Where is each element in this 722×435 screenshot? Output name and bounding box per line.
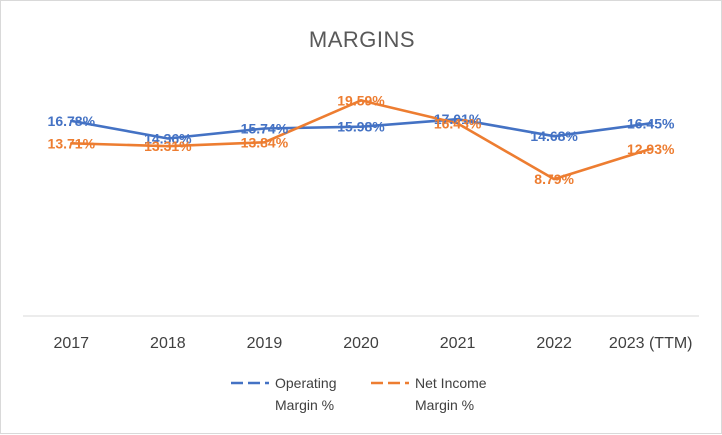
chart-title: MARGINS [309,27,415,52]
data-label: 12.93% [627,141,675,157]
legend: Operating Margin % Net Income Margin % [231,375,487,413]
legend-label: Margin % [415,397,474,413]
data-label: 13.71% [48,135,96,151]
x-axis-ticks: 2017 2018 2019 2020 2021 2022 2023 (TTM) [53,335,692,352]
x-tick-label: 2021 [440,335,476,352]
legend-label: Margin % [275,397,334,413]
x-tick-label: 2020 [343,335,379,352]
legend-label: Operating [275,375,336,391]
data-labels: 16.78%14.36%15.74%15.98%17.01%14.68%16.4… [48,92,675,187]
x-tick-label: 2018 [150,335,186,352]
data-label: 13.31% [144,138,192,154]
legend-label: Net Income [415,375,487,391]
data-label: 8.79% [534,171,574,187]
x-tick-label: 2023 (TTM) [609,335,693,352]
x-tick-label: 2022 [536,335,572,352]
data-label: 16.78% [48,113,96,129]
x-tick-label: 2019 [247,335,283,352]
data-label: 16.43% [434,115,482,131]
data-label: 14.68% [530,128,578,144]
data-label: 19.59% [337,92,385,108]
data-label: 15.98% [337,119,385,135]
data-label: 13.84% [241,134,289,150]
data-label: 16.45% [627,115,675,131]
x-tick-label: 2017 [53,335,89,352]
